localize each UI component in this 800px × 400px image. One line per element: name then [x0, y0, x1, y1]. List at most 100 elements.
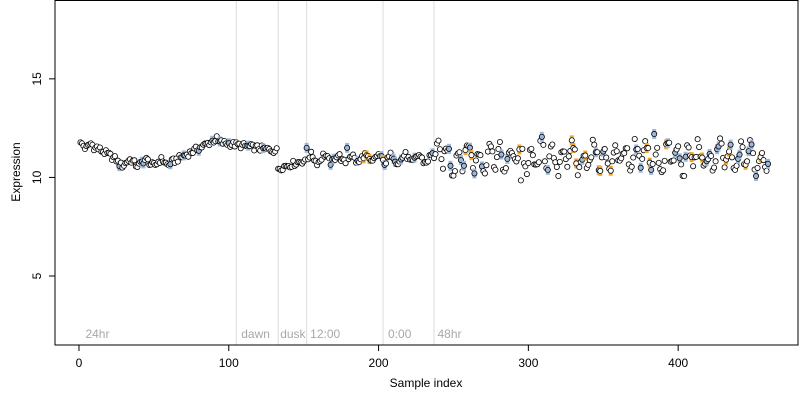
plot-frame	[54, 0, 799, 346]
data-point	[471, 170, 478, 177]
data-point	[519, 145, 526, 152]
x-tick-label: 100	[219, 356, 239, 370]
data-point	[174, 158, 181, 165]
data-point	[744, 158, 751, 165]
phase-label: 48hr	[437, 327, 461, 341]
data-point	[726, 148, 733, 155]
data-point	[582, 152, 589, 159]
data-point	[733, 162, 740, 169]
data-point	[308, 148, 315, 155]
data-point	[528, 145, 535, 152]
data-point	[642, 138, 649, 145]
data-point	[748, 141, 755, 148]
y-axis: 5 10 15	[30, 72, 55, 279]
data-point	[718, 140, 725, 147]
data-point	[588, 154, 595, 161]
data-point	[424, 158, 431, 165]
data-point	[759, 149, 766, 156]
data-point	[468, 152, 475, 159]
data-point	[504, 155, 511, 162]
phase-label: 12:00	[310, 327, 340, 341]
data-point	[435, 137, 442, 144]
data-point	[574, 172, 581, 179]
data-point	[498, 151, 505, 158]
data-point	[523, 171, 530, 178]
data-point	[690, 163, 697, 170]
data-point	[529, 152, 536, 159]
data-point	[538, 133, 545, 140]
data-point	[760, 157, 767, 164]
data-point	[754, 164, 761, 171]
data-point	[432, 151, 439, 158]
data-point	[561, 148, 568, 155]
data-point	[648, 166, 655, 173]
data-point	[487, 143, 494, 150]
data-point	[342, 160, 349, 167]
x-axis: 0 100 200 300 400	[76, 345, 688, 370]
data-point	[571, 146, 578, 153]
data-point	[303, 144, 310, 151]
data-point	[591, 141, 598, 148]
data-point	[541, 158, 548, 165]
data-point	[699, 154, 706, 161]
x-tick-label: 400	[668, 356, 688, 370]
data-point	[556, 158, 563, 165]
data-point	[628, 163, 635, 170]
y-axis-title: Expression	[9, 142, 23, 201]
data-point	[712, 158, 719, 165]
phase-label: 0:00	[388, 327, 412, 341]
data-point	[645, 145, 652, 152]
data-point	[609, 158, 616, 165]
data-point	[517, 177, 524, 184]
data-point	[631, 135, 638, 142]
data-point	[666, 139, 673, 146]
data-point	[460, 162, 467, 169]
data-point	[514, 155, 521, 162]
data-point	[655, 159, 662, 166]
data-point	[678, 161, 685, 168]
data-point	[597, 167, 604, 174]
data-point	[496, 138, 503, 145]
data-point	[383, 160, 390, 167]
data-point	[555, 173, 562, 180]
data-point	[738, 138, 745, 145]
data-point	[696, 144, 703, 151]
data-point	[336, 151, 343, 158]
phase-label: dusk	[280, 327, 306, 341]
y-tick-label: 5	[30, 272, 44, 279]
data-point	[489, 148, 496, 155]
data-point	[477, 152, 484, 159]
data-point	[549, 141, 556, 148]
data-point	[601, 146, 608, 153]
data-point	[750, 150, 757, 157]
data-point	[438, 156, 445, 163]
data-point	[681, 173, 688, 180]
data-point	[492, 166, 499, 173]
data-point	[652, 151, 659, 158]
data-point	[589, 136, 596, 143]
data-point	[651, 131, 658, 138]
data-point	[273, 145, 280, 152]
data-point	[564, 163, 571, 170]
data-point	[553, 163, 560, 170]
data-point	[729, 154, 736, 161]
data-point	[736, 151, 743, 158]
data-point	[540, 141, 547, 148]
data-point	[568, 137, 575, 144]
data-point	[621, 150, 628, 157]
data-point	[727, 141, 734, 148]
data-point	[594, 149, 601, 156]
data-point	[344, 144, 351, 151]
data-point	[419, 154, 426, 161]
data-point	[144, 156, 151, 163]
phase-labels: 24hr dawn dusk 12:00 0:00 48hr	[85, 327, 461, 341]
x-tick-label: 300	[518, 356, 538, 370]
data-point	[721, 164, 728, 171]
data-point	[456, 149, 463, 156]
data-point	[466, 144, 473, 151]
phase-label: dawn	[241, 327, 270, 341]
data-point	[472, 157, 479, 164]
data-point	[451, 168, 458, 175]
